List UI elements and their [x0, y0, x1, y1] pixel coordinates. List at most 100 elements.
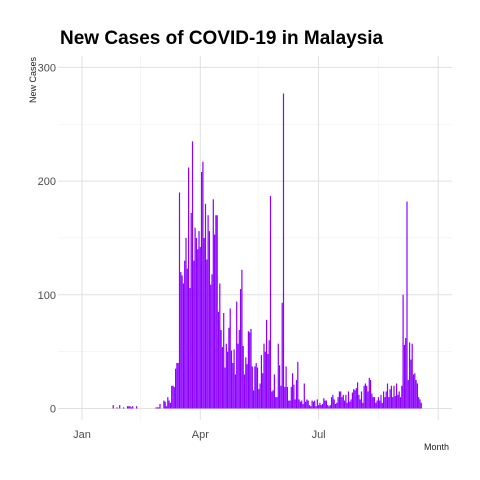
bar — [293, 384, 295, 409]
bar — [211, 274, 213, 409]
bar — [327, 405, 329, 409]
bar — [377, 397, 379, 409]
bar — [315, 406, 317, 409]
bar — [116, 407, 118, 409]
bar — [358, 394, 360, 409]
bar — [381, 402, 383, 409]
bar — [305, 401, 307, 409]
bar — [165, 406, 168, 409]
bar — [173, 386, 175, 409]
bar — [224, 367, 226, 409]
bar — [210, 284, 212, 409]
bar — [275, 397, 277, 409]
bar — [334, 403, 337, 409]
bar — [363, 385, 365, 409]
bar — [189, 287, 191, 409]
bar — [279, 365, 281, 409]
bar — [238, 330, 240, 409]
bar — [410, 359, 412, 409]
bar — [289, 400, 291, 409]
bars — [112, 93, 422, 409]
bar — [136, 406, 138, 409]
bar — [272, 390, 274, 409]
bar — [247, 331, 249, 409]
bar — [385, 391, 387, 409]
bar — [337, 397, 339, 409]
bar — [167, 397, 169, 409]
bar — [260, 355, 262, 409]
bar — [302, 403, 304, 409]
bar — [237, 343, 239, 409]
bar — [221, 347, 223, 409]
bar — [159, 403, 161, 409]
bar — [171, 385, 173, 409]
bar — [303, 383, 305, 409]
bar — [276, 397, 278, 409]
bar — [203, 237, 205, 409]
bar — [216, 215, 218, 409]
bar — [197, 249, 199, 409]
bar — [331, 397, 333, 409]
bar — [243, 374, 246, 409]
bar — [371, 393, 373, 409]
bar — [193, 260, 195, 409]
bar — [299, 401, 301, 409]
bar — [281, 302, 283, 409]
bar — [246, 364, 248, 409]
bar — [164, 401, 166, 409]
bar — [258, 389, 260, 409]
bar — [233, 349, 235, 409]
bar — [323, 398, 325, 409]
bar — [357, 382, 359, 409]
bar — [314, 400, 316, 409]
bar — [321, 403, 324, 409]
bar — [353, 389, 355, 409]
x-tick-label: Jan — [73, 429, 91, 441]
bar — [406, 201, 408, 409]
bar — [409, 342, 411, 409]
bar — [169, 402, 171, 409]
bar — [184, 260, 186, 409]
y-tick-label: 200 — [38, 176, 56, 188]
bar — [263, 343, 265, 409]
y-tick-label: 300 — [38, 62, 56, 74]
bar — [341, 397, 343, 409]
bar — [123, 407, 125, 409]
bar — [306, 399, 308, 409]
bar — [277, 343, 279, 409]
bar — [130, 407, 132, 409]
x-tick-label: Jul — [312, 429, 326, 441]
bar — [355, 388, 357, 409]
bar — [351, 392, 353, 409]
bar — [163, 400, 165, 409]
bar — [155, 407, 157, 409]
bar — [219, 283, 221, 409]
bar — [242, 345, 244, 409]
bar — [420, 402, 422, 409]
bar — [126, 406, 129, 409]
bar — [333, 399, 335, 409]
bar — [168, 400, 170, 409]
bar — [412, 374, 415, 409]
bar — [407, 380, 409, 409]
bar — [119, 405, 121, 409]
bar — [245, 357, 247, 409]
bar — [201, 172, 203, 409]
y-axis-label: New Cases — [28, 56, 38, 103]
bar — [214, 234, 216, 409]
bar — [280, 385, 282, 409]
bar — [405, 338, 407, 409]
bar — [254, 366, 256, 409]
bar — [383, 391, 385, 409]
bar — [332, 394, 334, 409]
bar — [298, 399, 300, 409]
bar — [267, 353, 269, 409]
bar — [284, 386, 286, 409]
bar — [250, 328, 252, 409]
bar — [194, 227, 196, 409]
bar — [295, 380, 298, 409]
bar — [367, 391, 369, 409]
bar — [368, 377, 370, 409]
bar — [301, 400, 303, 409]
bar — [347, 391, 350, 409]
